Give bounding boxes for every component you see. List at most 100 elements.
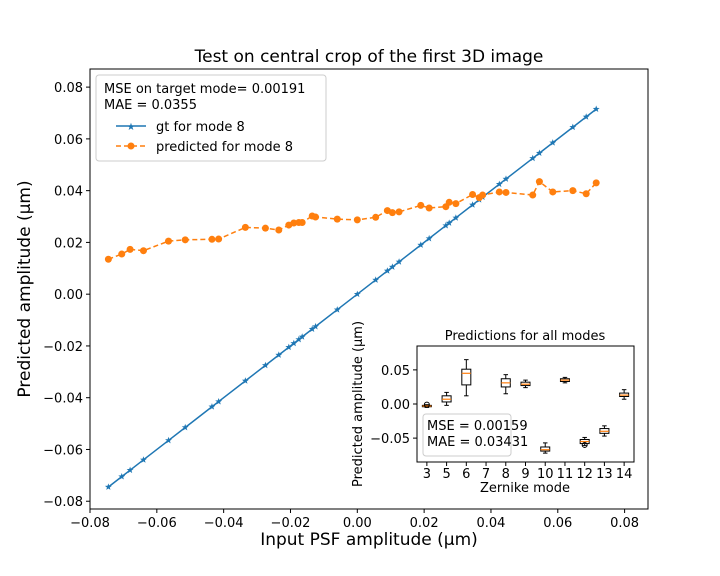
inset-y-tick-label: 0.05 xyxy=(381,364,410,379)
y-tick-label: −0.06 xyxy=(43,443,83,458)
y-tick-label: −0.04 xyxy=(43,392,83,407)
gt-data-point xyxy=(383,267,391,274)
inset-title: Predictions for all modes xyxy=(445,329,606,344)
y-tick-label: 0.02 xyxy=(54,236,83,251)
predicted-data-point xyxy=(549,188,557,196)
inset-x-tick-label: 8 xyxy=(502,467,510,482)
gt-data-point xyxy=(140,456,147,463)
star-marker-icon: ★ xyxy=(127,122,136,133)
x-tick-label: 0.00 xyxy=(343,516,372,531)
predicted-series-line xyxy=(108,180,597,260)
gt-data-point xyxy=(388,263,396,270)
legend-mae: MAE = 0.0355 xyxy=(104,98,197,113)
gt-data-point xyxy=(333,306,341,313)
inset-x-tick-label: 12 xyxy=(576,467,593,482)
y-tick-label: −0.08 xyxy=(43,495,83,510)
gt-data-point xyxy=(569,123,577,131)
box-outlier xyxy=(581,441,588,448)
gt-data-point xyxy=(285,343,293,351)
inset-y-axis-label: Predicted amplitude (μm) xyxy=(351,321,366,487)
predicted-data-point xyxy=(261,224,269,232)
predicted-data-point xyxy=(502,188,510,196)
predicted-data-point xyxy=(425,204,433,212)
gt-data-point xyxy=(241,377,249,384)
gt-data-point xyxy=(425,234,433,242)
legend-label-gt: gt for mode 8 xyxy=(156,120,245,135)
box-outlier xyxy=(423,401,430,408)
gt-data-point xyxy=(469,201,476,208)
predicted-data-point xyxy=(388,209,396,217)
inset-y-axis-ticks: 0.05 0.00 −0.05 xyxy=(370,364,417,447)
gt-data-point xyxy=(495,180,503,188)
y-tick-label: −0.02 xyxy=(43,340,83,355)
y-tick-label: 0.08 xyxy=(54,81,83,96)
predicted-data-point xyxy=(118,250,126,258)
inset-x-tick-label: 14 xyxy=(616,467,633,482)
gt-data-point xyxy=(535,149,543,157)
inset-x-tick-label: 5 xyxy=(442,467,450,482)
x-tick-label: 0.08 xyxy=(610,516,639,531)
legend-label-predicted: predicted for mode 8 xyxy=(156,140,293,155)
gt-data-point xyxy=(312,322,319,330)
inset-annotation-box xyxy=(422,413,512,457)
predicted-data-point xyxy=(333,215,341,223)
plot-frame xyxy=(89,68,649,510)
predicted-data-point xyxy=(208,235,216,243)
inset-chart: Predictions for all modes 3 5 6 7 8 9 10 11 12 13… xyxy=(351,321,635,496)
y-axis-ticks: −0.08 −0.06 −0.04 −0.02 0.00 0.02 0.04 0.06 0.08 xyxy=(43,81,90,510)
inset-x-tick-label: 10 xyxy=(537,467,554,482)
predicted-data-point xyxy=(469,191,477,199)
predicted-data-point xyxy=(445,198,453,206)
gt-data-point xyxy=(395,258,403,265)
inset-y-tick-label: 0.00 xyxy=(381,398,410,413)
inset-annotation-mae: MAE = 0.03431 xyxy=(427,435,528,450)
main-chart: Test on central crop of the first 3D ima… xyxy=(15,47,649,550)
predicted-data-point xyxy=(215,235,223,243)
gt-data-point xyxy=(290,339,298,347)
x-tick-label: −0.02 xyxy=(271,516,311,531)
predicted-data-point xyxy=(372,213,380,221)
gt-data-point xyxy=(445,219,453,226)
inset-x-tick-label: 13 xyxy=(596,467,613,482)
x-axis-label: Input PSF amplitude (μm) xyxy=(260,530,478,550)
gt-data-point xyxy=(275,351,283,358)
gt-data-point xyxy=(262,361,269,369)
predicted-data-point xyxy=(104,255,112,263)
y-tick-label: 0.04 xyxy=(54,185,83,200)
gt-data-point xyxy=(308,325,316,333)
gt-data-point xyxy=(298,333,306,340)
box-body xyxy=(540,446,551,452)
gt-data-point xyxy=(181,423,189,431)
y-tick-label: 0.06 xyxy=(54,133,83,148)
x-axis-ticks: −0.08 −0.06 −0.04 −0.02 0.00 0.02 0.04 0.06 0.08 xyxy=(70,509,639,531)
inset-x-tick-label: 6 xyxy=(462,467,470,482)
predicted-data-point xyxy=(241,223,249,231)
y-axis-label: Predicted amplitude (μm) xyxy=(15,180,35,397)
inset-x-axis-ticks: 3 5 6 7 8 9 10 11 12 13 14 xyxy=(423,462,633,482)
predicted-data-point xyxy=(275,226,283,234)
gt-data-point xyxy=(295,335,303,343)
gt-data-point xyxy=(417,241,425,248)
y-tick-label: 0.00 xyxy=(54,288,83,303)
gt-data-point xyxy=(353,290,361,298)
circle-marker-icon xyxy=(127,142,135,150)
gt-data-point xyxy=(442,221,450,229)
predicted-data-point xyxy=(298,218,306,226)
gt-data-point xyxy=(582,113,590,120)
inset-x-tick-label: 3 xyxy=(423,467,431,482)
gt-data-point xyxy=(165,436,172,444)
legend-mse: MSE on target mode= 0.00191 xyxy=(104,82,305,97)
predicted-data-point xyxy=(569,187,577,195)
x-tick-label: 0.06 xyxy=(543,516,572,531)
inset-x-tick-label: 7 xyxy=(482,467,490,482)
legend-entry-predicted: predicted for mode 8 xyxy=(116,140,293,155)
gt-data-point xyxy=(529,154,537,162)
x-tick-label: −0.08 xyxy=(70,516,110,531)
gt-data-point xyxy=(126,466,134,474)
gt-data-point xyxy=(118,473,126,480)
gt-data-point xyxy=(452,214,460,221)
predicted-data-point xyxy=(181,236,189,244)
predicted-data-point xyxy=(417,201,425,209)
inset-x-tick-label: 11 xyxy=(557,467,574,482)
